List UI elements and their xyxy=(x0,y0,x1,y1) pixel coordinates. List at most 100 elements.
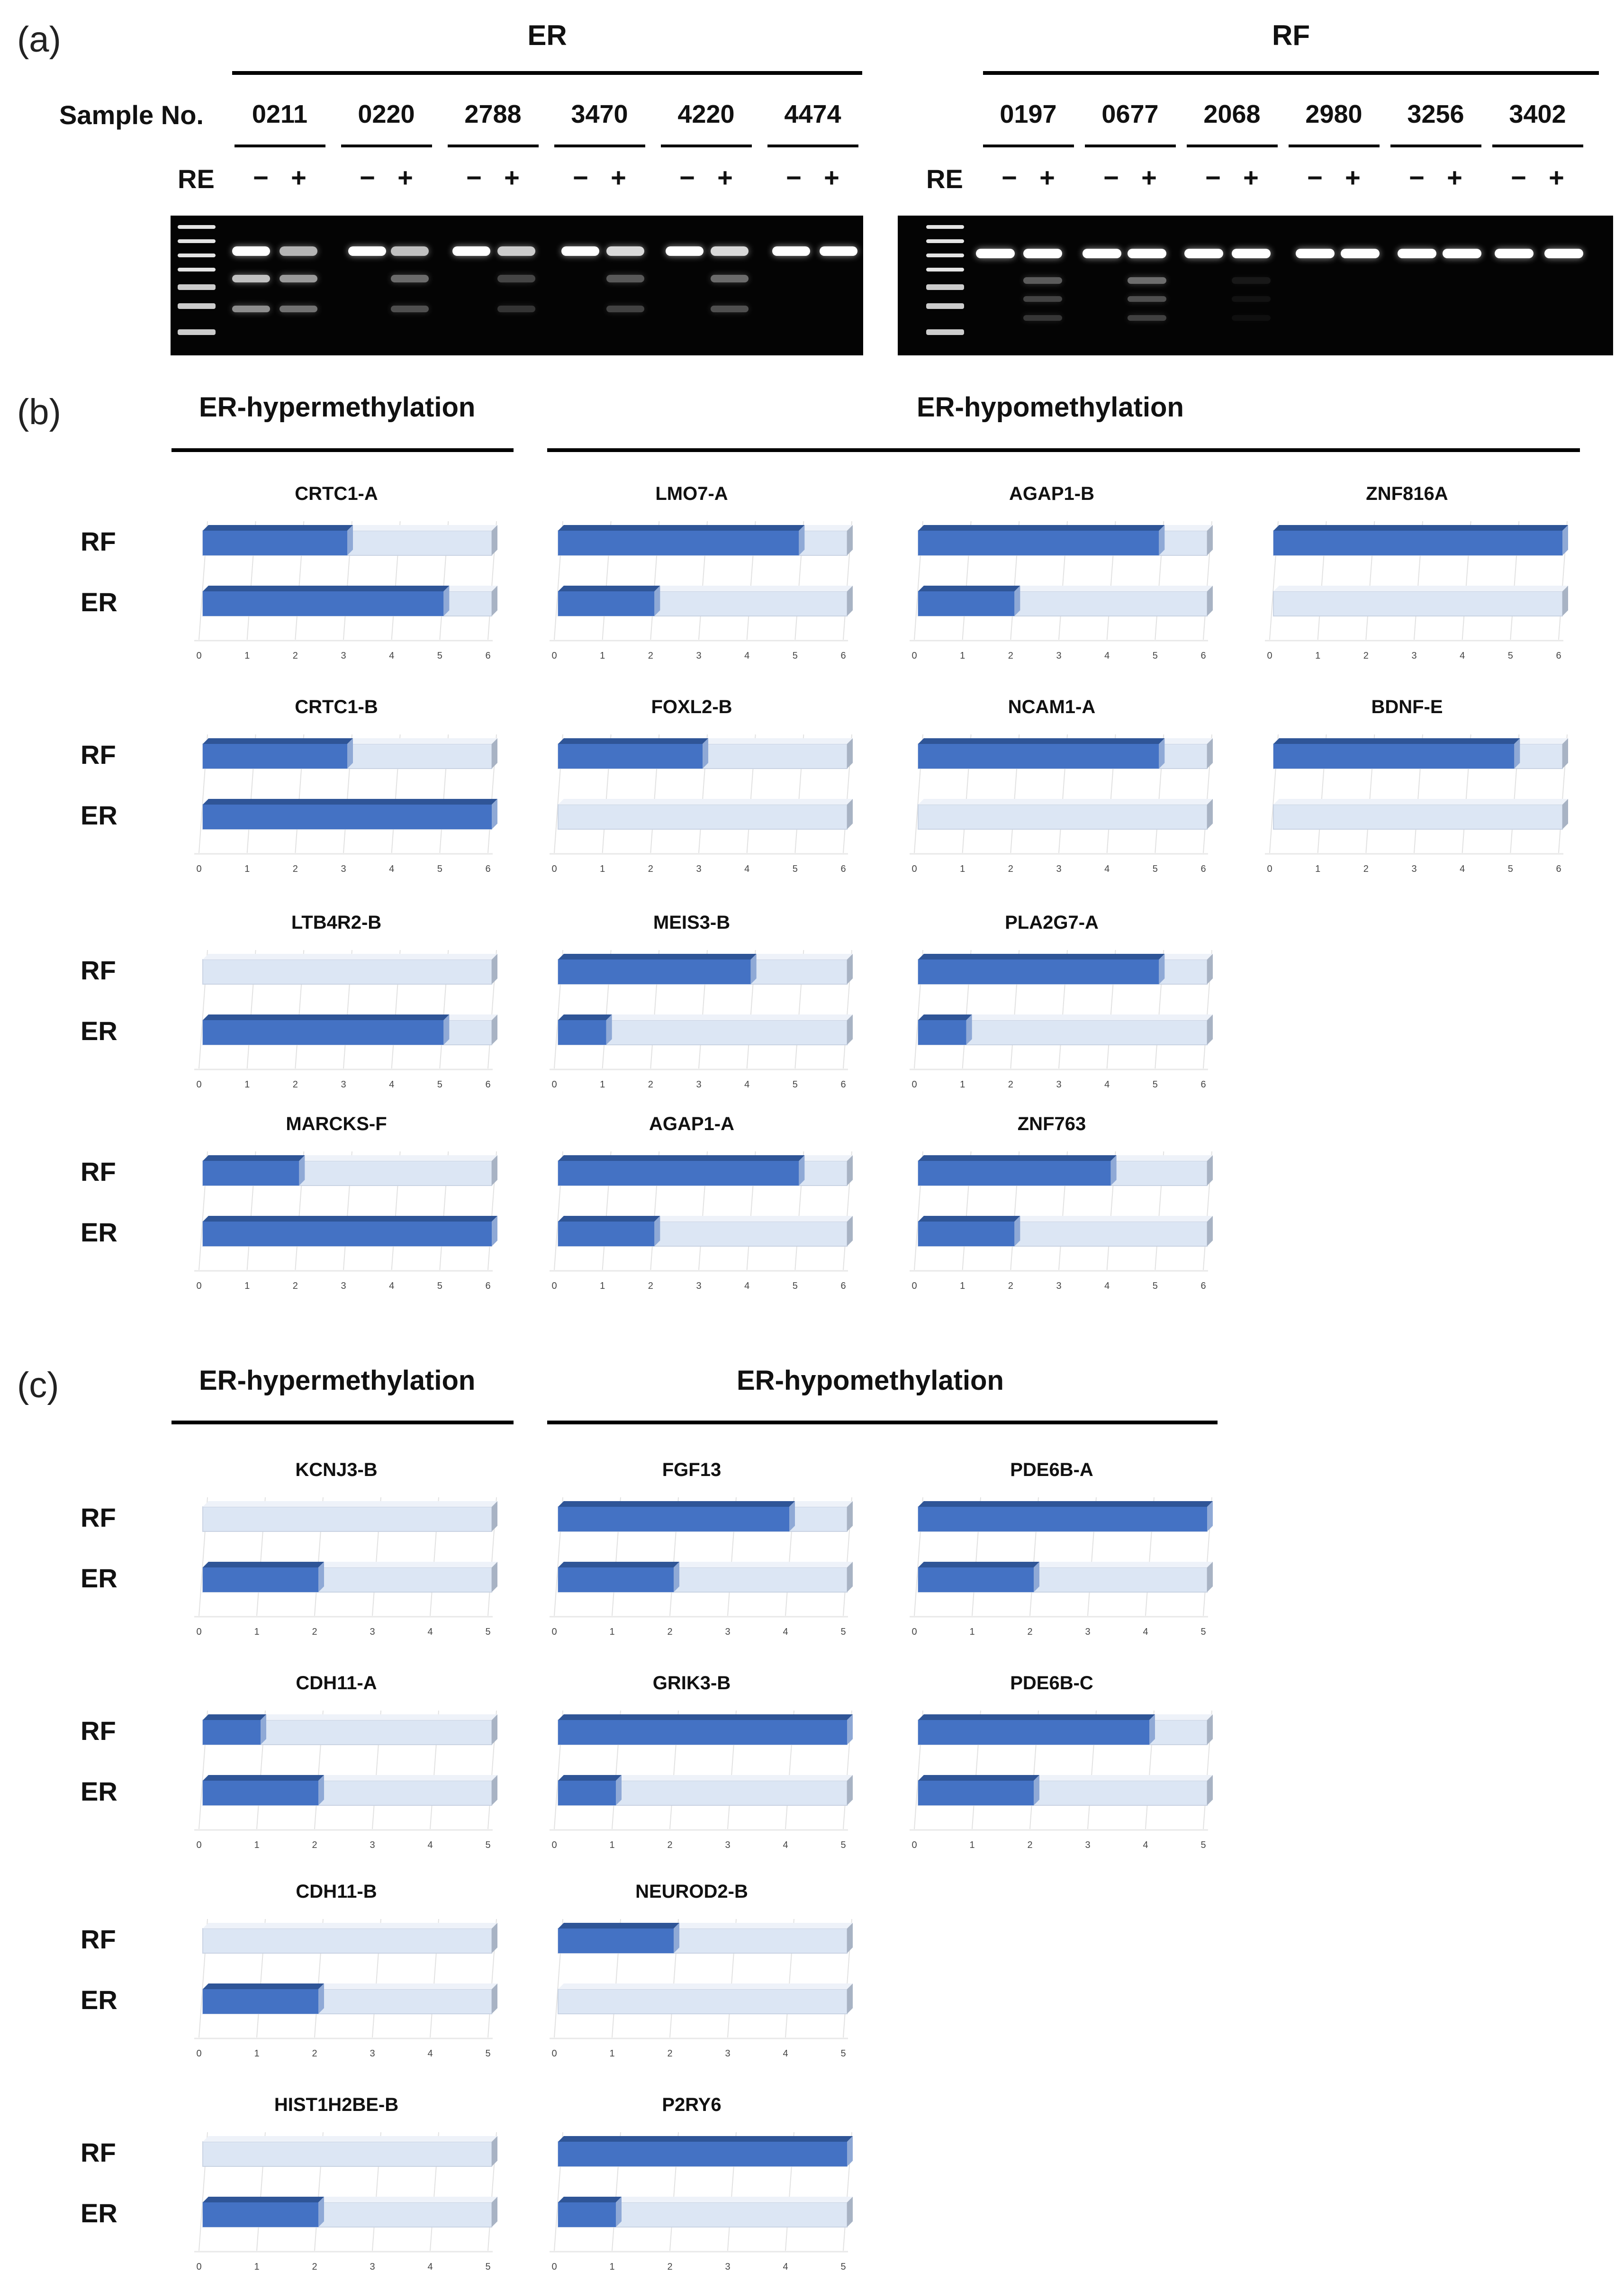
methylation-bar-chart: 0 1 2 3 4 5 xyxy=(910,1710,1213,1850)
chart-title: NCAM1-A xyxy=(1008,697,1096,717)
tick-label: 5 xyxy=(840,2048,846,2059)
bar-rf xyxy=(558,744,703,769)
tick-label: 6 xyxy=(1200,1281,1206,1291)
tick-label: 1 xyxy=(244,651,250,661)
bar-end xyxy=(1110,1155,1117,1186)
gel-band xyxy=(497,246,535,256)
tick-label: 5 xyxy=(1200,1627,1206,1637)
tick-label: 4 xyxy=(427,1840,433,1850)
sample-number: 2068 xyxy=(1203,100,1261,128)
gel-band xyxy=(1083,249,1121,258)
tick-label: 2 xyxy=(667,2048,672,2059)
bar-end xyxy=(1207,1501,1213,1531)
bar-track-end xyxy=(492,1983,497,2014)
tick-label: 4 xyxy=(783,2262,788,2272)
methylation-bar-chart: 0 1 2 3 4 5 6 xyxy=(194,734,497,874)
bar-track xyxy=(1273,591,1563,616)
bar-track-top xyxy=(203,1714,497,1720)
bar-top xyxy=(558,1562,679,1567)
gel-band xyxy=(1232,277,1271,284)
methylation-bar-chart: 0 1 2 3 4 5 xyxy=(194,1497,497,1637)
tick-label: 6 xyxy=(485,1281,490,1291)
bar-top xyxy=(203,1562,324,1567)
tick-label: 4 xyxy=(389,1079,394,1090)
tick-label: 1 xyxy=(600,1281,605,1291)
chart-title: MEIS3-B xyxy=(653,912,731,933)
bar-top xyxy=(558,1775,622,1781)
bar-end xyxy=(1514,738,1520,769)
row-label-rf: RF xyxy=(81,740,116,770)
tick-label: 4 xyxy=(783,2048,788,2059)
ladder-band xyxy=(926,239,964,243)
plus-sign: + xyxy=(1039,163,1055,192)
chart-title: GRIK3-B xyxy=(652,1673,731,1693)
bar-top xyxy=(918,1014,972,1020)
gel-group-rule-rf xyxy=(983,71,1599,75)
bar-end xyxy=(606,1014,612,1045)
bar-track xyxy=(202,959,492,985)
bar-track xyxy=(202,1928,492,1954)
row-label-er: ER xyxy=(81,800,117,830)
bar-end xyxy=(654,586,660,616)
tick-label: 2 xyxy=(1008,651,1013,661)
bar-er xyxy=(558,1781,616,1805)
bar-er xyxy=(558,1222,655,1246)
tick-label: 0 xyxy=(911,1840,917,1850)
bar-top xyxy=(558,2197,622,2202)
tick-label: 0 xyxy=(911,1281,917,1291)
tick-label: 5 xyxy=(485,1627,490,1637)
bar-track-end xyxy=(847,1923,853,1953)
tick-label: 3 xyxy=(370,2262,375,2272)
tick-label: 5 xyxy=(485,2262,490,2272)
gel-band xyxy=(497,306,535,312)
tick-label: 4 xyxy=(1143,1840,1148,1850)
tick-label: 3 xyxy=(725,1840,730,1850)
tick-label: 2 xyxy=(648,864,653,874)
tick-label: 1 xyxy=(960,651,965,661)
sample-number-label: Sample No. xyxy=(59,100,204,130)
tick-label: 1 xyxy=(244,864,250,874)
tick-label: 0 xyxy=(196,1281,201,1291)
row-label-rf: RF xyxy=(81,1157,116,1186)
tick-label: 1 xyxy=(600,1079,605,1090)
tick-label: 5 xyxy=(1153,1079,1158,1090)
sample-number: 4474 xyxy=(784,100,841,128)
gel-band xyxy=(1495,249,1534,258)
methylation-bar-chart: 0 1 2 3 4 5 6 xyxy=(1265,521,1568,661)
tick-label: 4 xyxy=(1104,864,1110,874)
bar-track xyxy=(1273,804,1563,830)
tick-label: 2 xyxy=(293,1079,298,1090)
tick-label: 3 xyxy=(696,651,701,661)
bar-track-end xyxy=(1207,1775,1213,1805)
bar-end xyxy=(1014,586,1020,616)
bar-track-top xyxy=(203,1501,497,1507)
tick-label: 5 xyxy=(793,1079,798,1090)
methylation-bar-chart: 0 1 2 3 4 5 xyxy=(194,1919,497,2059)
plus-sign: + xyxy=(397,163,413,192)
bar-end xyxy=(318,2197,324,2227)
plus-sign: + xyxy=(1141,163,1157,192)
bar-track-top xyxy=(558,1014,853,1020)
bar-track-end xyxy=(847,1562,853,1592)
tick-label: 5 xyxy=(1153,651,1158,661)
tick-label: 4 xyxy=(1460,864,1465,874)
bar-end xyxy=(1034,1562,1039,1592)
bar-rf xyxy=(203,744,347,769)
bar-er xyxy=(558,1567,674,1592)
sample-underline xyxy=(554,145,645,147)
bar-top xyxy=(918,738,1165,744)
tick-label: 5 xyxy=(437,651,442,661)
bar-end xyxy=(847,2136,853,2166)
methylation-bar-chart: 0 1 2 3 4 5 xyxy=(550,2132,853,2272)
bar-er xyxy=(203,805,492,829)
sample-underline xyxy=(1390,145,1481,147)
bar-track-end xyxy=(492,1014,497,1045)
bar-rf xyxy=(203,1720,261,1745)
tick-label: 1 xyxy=(244,1281,250,1291)
bar-er xyxy=(558,2202,616,2227)
bar-rf xyxy=(918,531,1159,555)
bar-track-end xyxy=(847,799,853,829)
bar-end xyxy=(789,1501,795,1531)
bar-track-end xyxy=(847,586,853,616)
bar-end xyxy=(799,525,805,555)
